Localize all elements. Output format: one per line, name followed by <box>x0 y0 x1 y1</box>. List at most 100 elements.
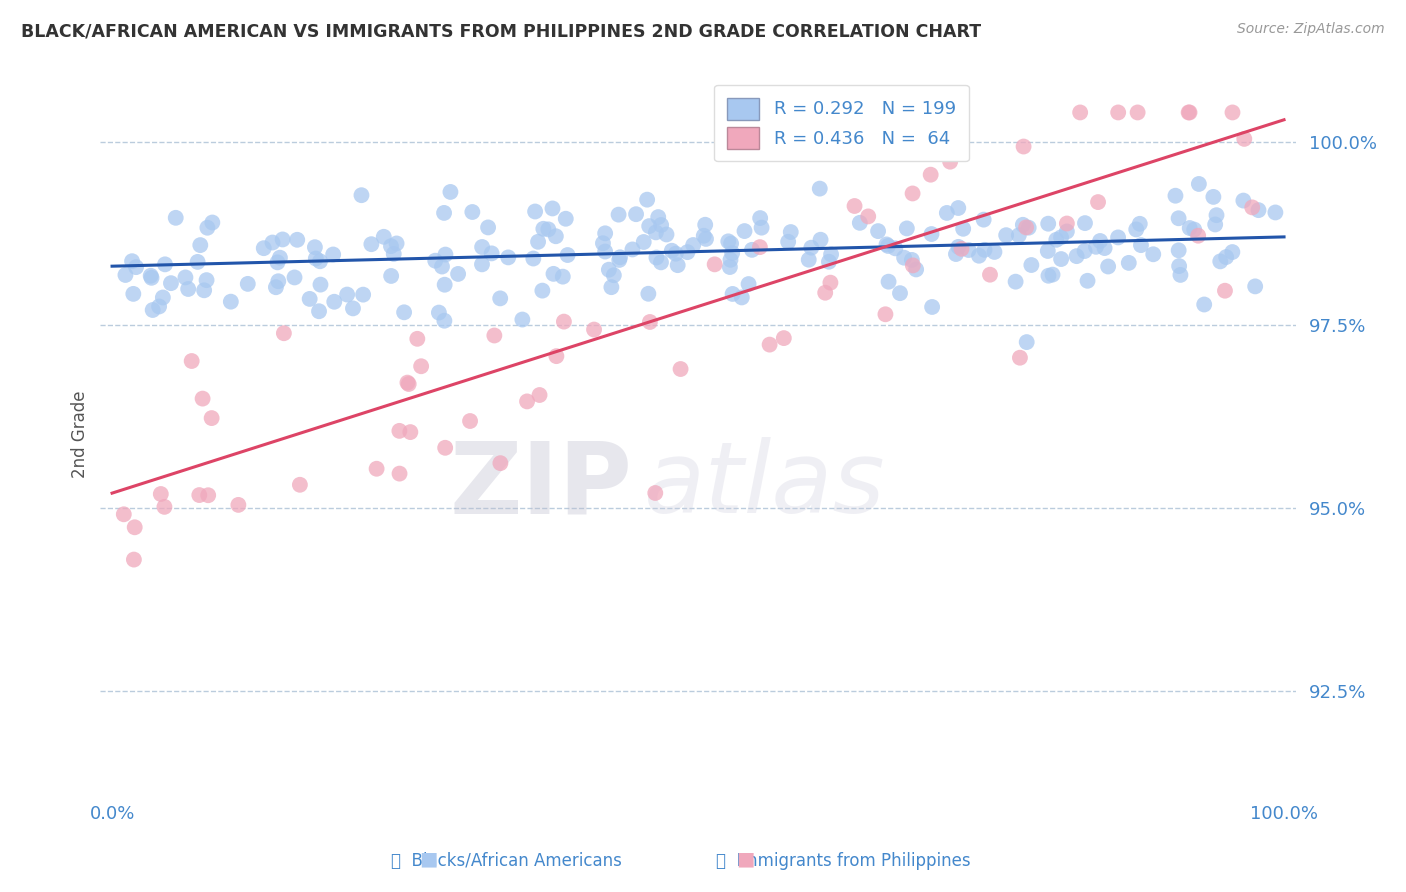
Point <box>288 477 311 491</box>
Point <box>889 286 911 301</box>
Point <box>1021 258 1043 272</box>
Point <box>142 303 165 318</box>
Point <box>527 235 550 249</box>
Point <box>1084 240 1107 254</box>
Point <box>122 552 145 566</box>
Point <box>808 181 831 195</box>
Point <box>598 262 620 277</box>
Point <box>309 254 332 268</box>
Point <box>114 268 136 282</box>
Point <box>195 273 218 287</box>
Point <box>820 247 842 261</box>
Point <box>749 211 772 225</box>
Point <box>779 225 801 239</box>
Point <box>920 168 942 182</box>
Point <box>309 277 332 292</box>
Text: ■: ■ <box>735 850 755 869</box>
Point <box>1164 188 1187 202</box>
Point <box>267 274 290 288</box>
Point <box>592 236 614 251</box>
Point <box>1011 218 1033 232</box>
Text: ■: ■ <box>419 850 439 869</box>
Point <box>1056 217 1078 231</box>
Point <box>152 291 174 305</box>
Point <box>676 245 699 260</box>
Point <box>1188 177 1211 191</box>
Point <box>219 294 242 309</box>
Point <box>717 235 740 249</box>
Point <box>1088 234 1111 248</box>
Text: ZIP: ZIP <box>450 437 633 534</box>
Point <box>201 215 224 229</box>
Point <box>1045 233 1067 247</box>
Point <box>522 252 544 266</box>
Point <box>979 268 1001 282</box>
Point <box>201 411 224 425</box>
Point <box>557 248 579 262</box>
Point <box>935 206 957 220</box>
Point <box>607 208 630 222</box>
Point <box>160 276 183 290</box>
Text: BLACK/AFRICAN AMERICAN VS IMMIGRANTS FROM PHILIPPINES 2ND GRADE CORRELATION CHAR: BLACK/AFRICAN AMERICAN VS IMMIGRANTS FRO… <box>21 22 981 40</box>
Point <box>153 257 176 271</box>
Point <box>893 251 915 265</box>
Point <box>433 314 456 328</box>
Point <box>308 304 330 318</box>
Point <box>121 254 143 268</box>
Point <box>531 221 554 235</box>
Point <box>322 247 344 261</box>
Point <box>814 285 837 300</box>
Point <box>644 486 666 500</box>
Point <box>433 277 456 292</box>
Point <box>1038 268 1060 283</box>
Point <box>908 105 931 120</box>
Point <box>430 260 453 274</box>
Point <box>1142 247 1164 261</box>
Point <box>1241 201 1264 215</box>
Point <box>721 246 744 260</box>
Point <box>818 254 841 268</box>
Point <box>682 238 704 252</box>
Point <box>720 236 742 251</box>
Point <box>650 218 672 232</box>
Point <box>1130 238 1153 252</box>
Point <box>758 337 780 351</box>
Point <box>952 221 974 235</box>
Point <box>877 275 900 289</box>
Point <box>236 277 259 291</box>
Point <box>858 210 880 224</box>
Point <box>304 240 326 254</box>
Point <box>262 235 284 250</box>
Point <box>373 229 395 244</box>
Point <box>489 456 512 470</box>
Y-axis label: 2nd Grade: 2nd Grade <box>72 391 89 478</box>
Point <box>797 252 820 267</box>
Point <box>973 212 995 227</box>
Point <box>197 488 219 502</box>
Point <box>1125 222 1147 236</box>
Point <box>228 498 250 512</box>
Point <box>366 461 388 475</box>
Point <box>877 239 900 253</box>
Point <box>148 300 170 314</box>
Point <box>720 252 742 267</box>
Point <box>191 392 214 406</box>
Point <box>967 249 990 263</box>
Point <box>995 228 1018 243</box>
Text: atlas: atlas <box>644 437 886 534</box>
Point <box>139 268 162 283</box>
Point <box>1170 268 1192 282</box>
Point <box>434 247 457 261</box>
Point <box>388 467 411 481</box>
Point <box>1232 194 1254 208</box>
Point <box>1042 268 1064 282</box>
Point <box>489 291 512 305</box>
Point <box>253 241 276 255</box>
Point <box>647 210 669 224</box>
Point <box>471 240 494 254</box>
Point <box>350 188 373 202</box>
Point <box>1187 228 1209 243</box>
Point <box>197 220 219 235</box>
Point <box>751 220 773 235</box>
Point <box>1178 105 1201 120</box>
